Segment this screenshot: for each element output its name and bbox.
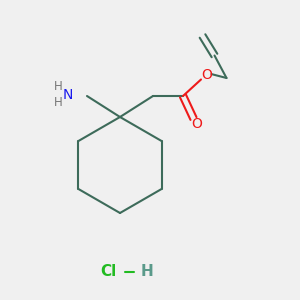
Text: O: O	[202, 68, 212, 82]
Text: H: H	[141, 264, 153, 279]
Text: O: O	[192, 118, 203, 131]
Text: Cl: Cl	[100, 264, 116, 279]
Text: H: H	[54, 80, 63, 93]
Text: H: H	[54, 96, 63, 110]
Text: N: N	[62, 88, 73, 101]
